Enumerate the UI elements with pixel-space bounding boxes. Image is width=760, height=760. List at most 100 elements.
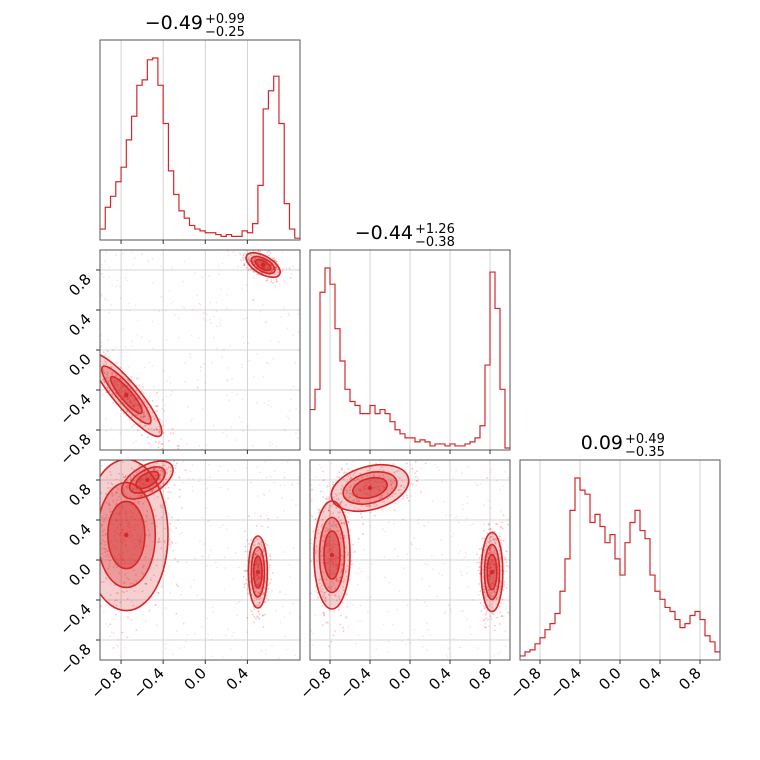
- sample-point: [205, 506, 208, 509]
- sample-point: [486, 532, 489, 535]
- sample-point: [269, 339, 272, 342]
- sample-point: [375, 503, 378, 506]
- sample-point: [109, 504, 111, 506]
- sample-point: [209, 476, 211, 479]
- sample-point: [491, 560, 494, 563]
- sample-point: [303, 548, 305, 550]
- sample-point: [156, 496, 159, 498]
- sample-point: [164, 403, 166, 406]
- sample-point: [263, 554, 266, 557]
- sample-point: [236, 393, 238, 396]
- sample-point: [138, 484, 141, 487]
- sample-point: [379, 468, 382, 471]
- sample-point: [328, 536, 331, 538]
- sample-point: [259, 310, 262, 313]
- sample-point: [110, 427, 113, 430]
- sample-point: [256, 465, 259, 468]
- sample-point: [414, 460, 417, 463]
- sample-point: [359, 488, 362, 491]
- sample-point: [259, 552, 262, 555]
- sample-point: [368, 467, 371, 470]
- sample-point: [321, 605, 324, 607]
- sample-point: [323, 591, 326, 594]
- sample-point: [85, 545, 87, 547]
- sample-point: [114, 530, 117, 532]
- sample-point: [284, 428, 286, 431]
- sample-point: [115, 279, 118, 282]
- sample-point: [135, 471, 138, 474]
- sample-point: [136, 397, 139, 400]
- sample-point: [491, 558, 493, 561]
- sample-point: [107, 380, 110, 383]
- sample-point: [126, 550, 129, 553]
- sample-point: [505, 565, 508, 567]
- sample-point: [402, 567, 405, 570]
- sample-point: [128, 536, 131, 539]
- sample-point: [283, 307, 286, 310]
- sample-point: [128, 399, 131, 402]
- sample-point: [396, 609, 398, 611]
- sample-point: [241, 366, 243, 369]
- sample-point: [104, 543, 107, 546]
- sample-point: [151, 415, 154, 418]
- sample-point: [154, 440, 157, 443]
- sample-point: [61, 574, 63, 576]
- sample-point: [405, 494, 408, 497]
- sample-point: [102, 547, 105, 550]
- sample-point: [330, 548, 333, 551]
- sample-point: [368, 493, 370, 496]
- sample-point: [337, 530, 340, 532]
- sample-point: [165, 478, 167, 480]
- sample-point: [118, 534, 121, 537]
- sample-point: [126, 279, 129, 282]
- sample-point: [339, 536, 342, 539]
- sample-point: [253, 616, 256, 618]
- sample-point: [406, 453, 408, 455]
- sample-point: [135, 439, 137, 442]
- sample-point: [487, 567, 490, 570]
- sample-point: [402, 498, 404, 500]
- sample-point: [344, 535, 346, 538]
- sample-point: [125, 410, 128, 413]
- sample-point: [285, 267, 288, 269]
- sample-point: [104, 353, 107, 356]
- sample-point: [449, 608, 452, 611]
- sample-point: [136, 538, 139, 541]
- sample-point: [257, 541, 260, 544]
- sample-point: [131, 503, 133, 506]
- sample-point: [147, 484, 150, 486]
- sample-point: [155, 427, 158, 430]
- sample-point: [344, 521, 347, 524]
- sample-point: [257, 273, 260, 276]
- sample-point: [247, 259, 250, 262]
- sample-point: [201, 626, 203, 628]
- sample-point: [269, 444, 271, 447]
- sample-point: [202, 317, 205, 320]
- sample-point: [202, 555, 204, 558]
- sample-point: [258, 592, 261, 595]
- sample-point: [484, 623, 487, 625]
- sample-point: [256, 577, 259, 580]
- sample-point: [364, 493, 367, 496]
- sample-point: [288, 410, 291, 412]
- sample-point: [315, 590, 318, 593]
- sample-point: [379, 489, 381, 492]
- sample-point: [145, 576, 148, 579]
- sample-point: [161, 399, 164, 401]
- sample-point: [154, 474, 156, 476]
- sample-point: [249, 560, 252, 563]
- sample-point: [340, 559, 343, 561]
- sample-point: [205, 444, 208, 447]
- sample-point: [417, 638, 420, 641]
- sample-point: [139, 540, 142, 543]
- sample-point: [97, 365, 99, 367]
- sample-point: [413, 492, 416, 494]
- sample-point: [125, 519, 128, 522]
- sample-point: [125, 486, 128, 489]
- sample-point: [321, 559, 324, 561]
- sample-point: [122, 534, 125, 537]
- sample-point: [145, 465, 147, 468]
- sample-point: [492, 582, 495, 585]
- sample-point: [226, 250, 229, 253]
- sample-point: [180, 532, 183, 534]
